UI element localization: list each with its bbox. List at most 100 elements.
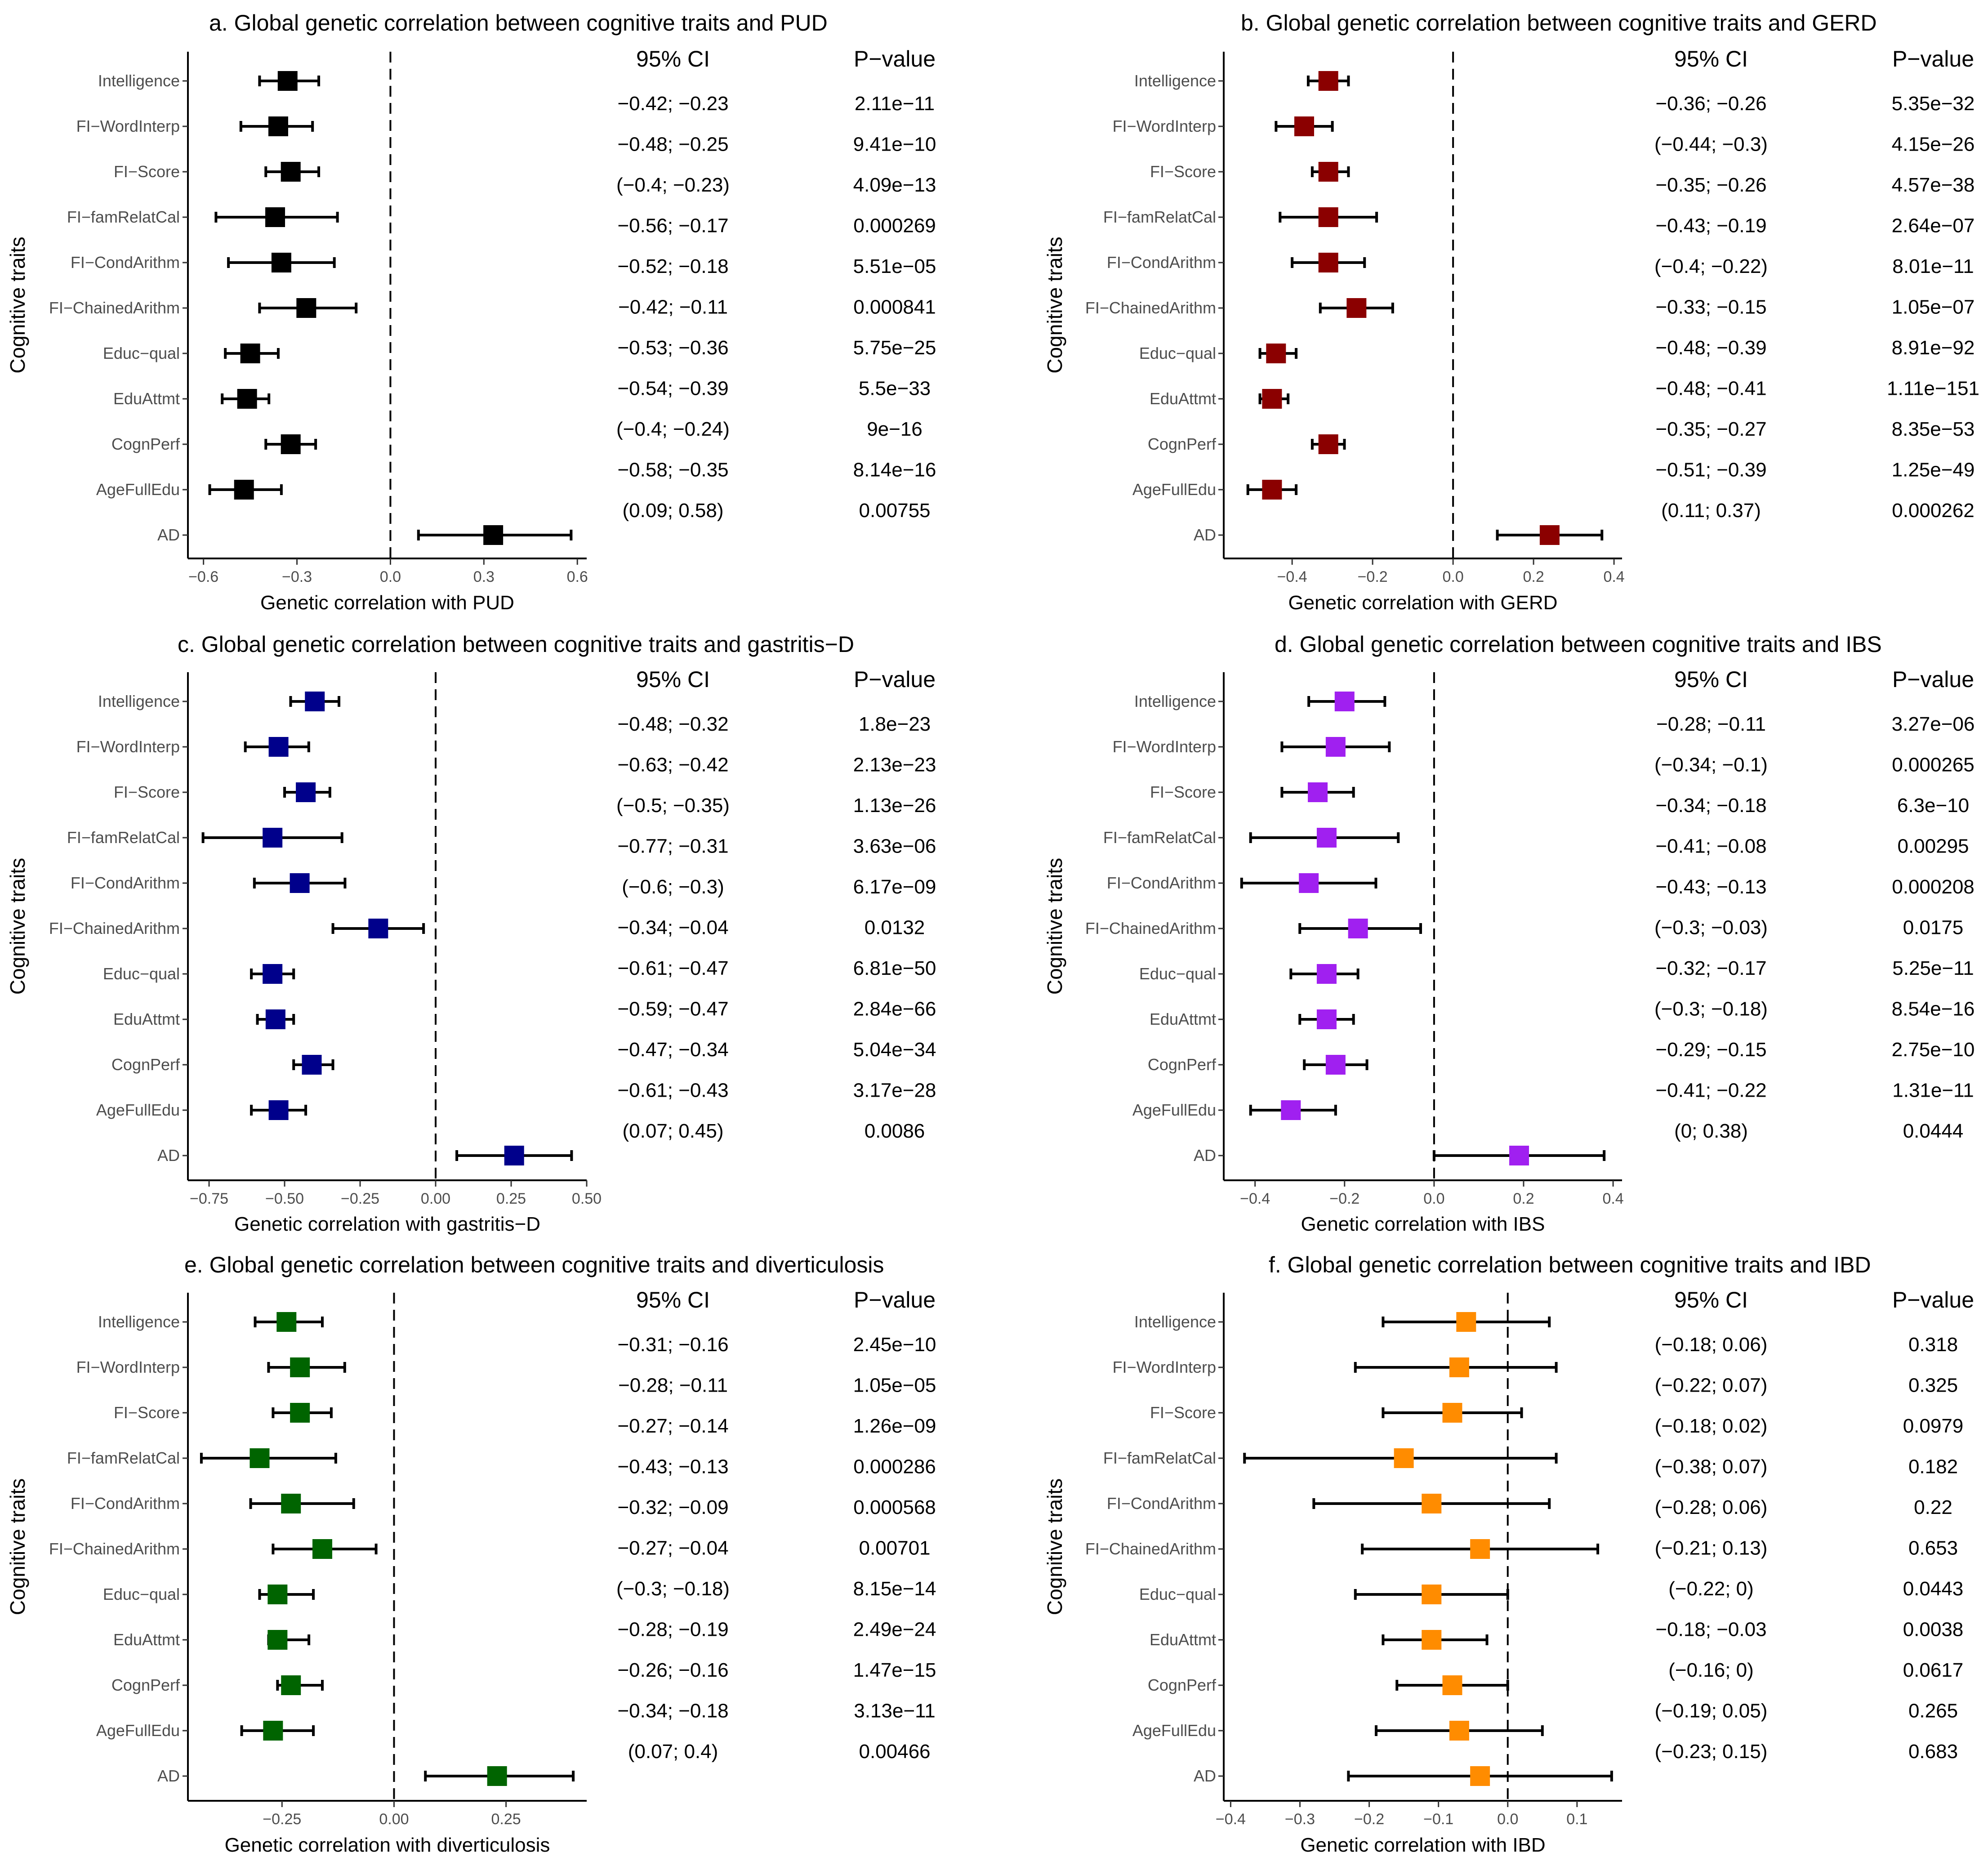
trait-label: Intelligence <box>98 71 180 90</box>
ci-value: −0.63; −0.42 <box>617 754 728 776</box>
trait-label: FI−CondArithm <box>71 874 180 892</box>
trait-label: FI−Score <box>1150 162 1216 181</box>
ci-value: (−0.21; 0.13) <box>1655 1537 1768 1559</box>
estimate-marker <box>1325 737 1346 757</box>
estimate-marker <box>302 1055 322 1075</box>
p-value: 8.54e−16 <box>1892 998 1975 1020</box>
ci-value: −0.32; −0.09 <box>617 1496 728 1518</box>
p-value: 2.45e−10 <box>853 1334 936 1356</box>
p-value: 2.49e−24 <box>853 1619 936 1641</box>
y-axis-label: Cognitive traits <box>1043 1478 1066 1615</box>
trait-label: Intelligence <box>98 692 180 710</box>
ci-value: −0.51; −0.39 <box>1655 459 1766 481</box>
p-value: 0.0617 <box>1903 1659 1964 1681</box>
estimate-marker <box>1470 1766 1490 1786</box>
ci-value: −0.48; −0.39 <box>1655 337 1766 359</box>
ci-value: −0.54; −0.39 <box>617 378 728 400</box>
ci-value: −0.52; −0.18 <box>617 255 728 277</box>
ci-value: −0.47; −0.34 <box>617 1039 728 1061</box>
estimate-marker <box>296 782 316 802</box>
ci-value: (−0.3; −0.18) <box>616 1578 730 1600</box>
trait-label: FI−Score <box>114 783 180 801</box>
estimate-marker <box>268 1100 289 1120</box>
trait-label: FI−CondArithm <box>1107 1494 1216 1513</box>
estimate-marker <box>267 1630 288 1650</box>
trait-label: FI−CondArithm <box>71 253 180 272</box>
estimate-marker <box>1422 1585 1442 1604</box>
panel-title: b. Global genetic correlation between co… <box>1241 10 1877 36</box>
panel-title: c. Global genetic correlation between co… <box>178 632 854 657</box>
y-axis-label: Cognitive traits <box>1043 858 1066 995</box>
trait-label: Educ−qual <box>1139 1585 1216 1603</box>
estimate-marker <box>234 480 254 500</box>
p-value: 0.000286 <box>853 1456 936 1478</box>
estimate-marker <box>1266 344 1286 363</box>
trait-label: FI−WordInterp <box>1113 737 1216 756</box>
x-axis-label: Genetic correlation with IBD <box>1300 1834 1545 1856</box>
p-value: 0.0086 <box>865 1120 925 1142</box>
x-tick-label: 0.00 <box>379 1811 409 1828</box>
trait-label: Educ−qual <box>1139 964 1216 983</box>
estimate-marker <box>1509 1146 1529 1165</box>
trait-label: FI−WordInterp <box>1113 1358 1216 1376</box>
p-value: 0.000262 <box>1892 500 1975 522</box>
ci-value: −0.43; −0.19 <box>1655 215 1766 237</box>
trait-label: FI−WordInterp <box>76 117 180 135</box>
ci-value: (−0.44; −0.3) <box>1654 134 1768 156</box>
ci-value: (−0.38; 0.07) <box>1655 1456 1768 1478</box>
panel-title: a. Global genetic correlation between co… <box>209 10 828 36</box>
p-value: 8.14e−16 <box>853 459 936 481</box>
p-value: 3.63e−06 <box>853 835 936 857</box>
p-value: 9e−16 <box>867 418 923 440</box>
p-value: 0.265 <box>1908 1700 1958 1722</box>
p-value: 0.00701 <box>859 1537 930 1559</box>
estimate-marker <box>1394 1448 1414 1468</box>
trait-label: AD <box>157 526 180 544</box>
ci-column-header: 95% CI <box>636 667 710 692</box>
ci-value: −0.27; −0.14 <box>617 1415 728 1437</box>
ci-value: −0.27; −0.04 <box>617 1537 728 1559</box>
p-value: 0.0175 <box>1903 917 1964 939</box>
trait-label: EduAttmt <box>1150 389 1216 408</box>
estimate-marker <box>305 692 325 711</box>
ci-value: (−0.4; −0.22) <box>1654 255 1768 277</box>
estimate-marker <box>1299 873 1319 893</box>
ci-value: (−0.23; 0.15) <box>1655 1741 1768 1763</box>
p-value: 0.0444 <box>1903 1120 1964 1142</box>
x-tick-label: 0.00 <box>421 1190 450 1207</box>
estimate-marker <box>1316 964 1337 984</box>
trait-label: FI−ChainedArithm <box>49 919 180 937</box>
estimate-marker <box>237 389 257 409</box>
x-tick-label: −0.1 <box>1423 1811 1453 1828</box>
trait-label: EduAttmt <box>113 389 180 408</box>
ci-value: −0.28; −0.11 <box>618 1375 728 1397</box>
pvalue-column-header: P−value <box>1892 46 1974 71</box>
trait-label: FI−famRelatCal <box>67 208 180 226</box>
ci-value: (−0.6; −0.3) <box>622 876 724 898</box>
ci-value: −0.33; −0.15 <box>1655 296 1766 318</box>
x-axis-label: Genetic correlation with IBS <box>1301 1213 1545 1235</box>
estimate-marker <box>281 1675 301 1695</box>
ci-value: −0.56; −0.17 <box>617 215 728 237</box>
estimate-marker <box>1470 1539 1490 1559</box>
p-value: 8.35e−53 <box>1892 418 1975 440</box>
p-value: 0.00466 <box>859 1741 930 1763</box>
ci-value: (0; 0.38) <box>1674 1120 1748 1142</box>
ci-value: −0.53; −0.36 <box>617 337 728 359</box>
x-tick-label: 0.3 <box>473 568 495 585</box>
trait-label: FI−WordInterp <box>1113 117 1216 135</box>
estimate-marker <box>1325 1055 1346 1075</box>
p-value: 8.91e−92 <box>1892 337 1975 359</box>
ci-value: −0.43; −0.13 <box>1655 876 1766 898</box>
ci-column-header: 95% CI <box>1674 1287 1748 1312</box>
p-value: 0.000265 <box>1892 754 1975 776</box>
p-value: 1.26e−09 <box>853 1415 936 1437</box>
trait-label: AgeFullEdu <box>96 1101 180 1119</box>
p-value: 2.13e−23 <box>853 754 936 776</box>
panel-d: d. Global genetic correlation between co… <box>1043 632 1975 1235</box>
x-tick-label: 0.6 <box>567 568 588 585</box>
estimate-marker <box>263 828 283 848</box>
estimate-marker <box>281 434 301 454</box>
ci-value: −0.36; −0.26 <box>1655 93 1766 115</box>
p-value: 0.22 <box>1914 1496 1952 1518</box>
